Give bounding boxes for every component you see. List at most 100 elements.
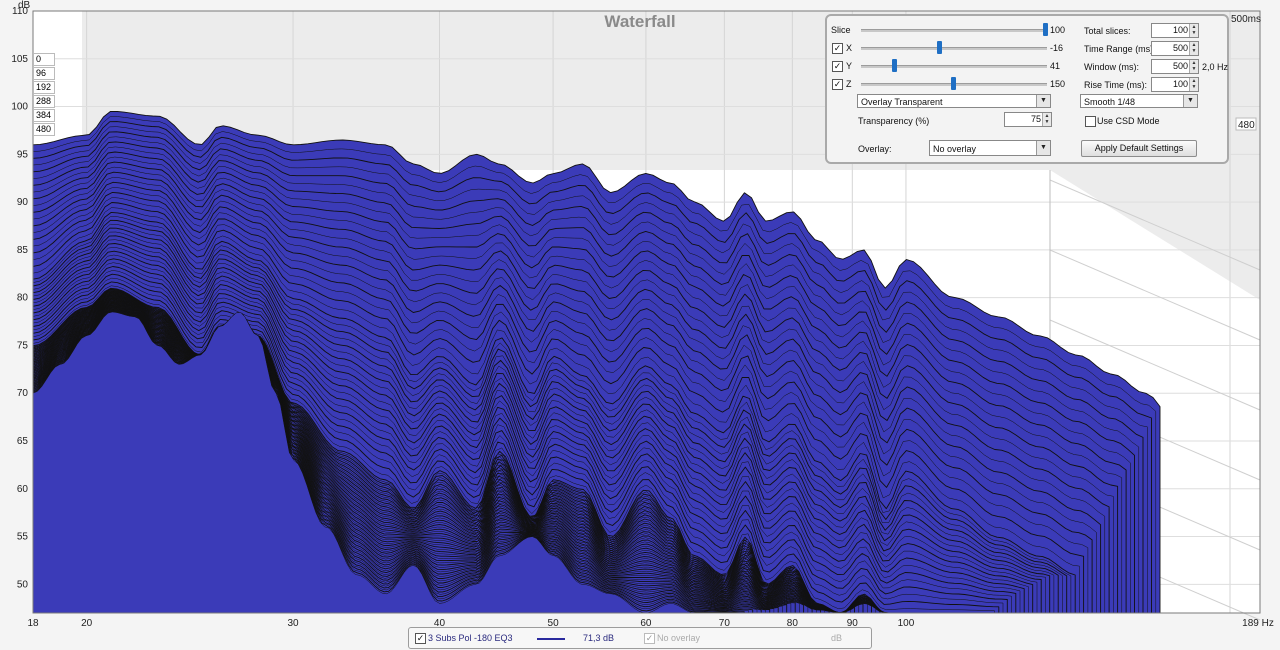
x-slider-thumb[interactable] <box>937 41 942 54</box>
z-checkbox[interactable]: ✓ <box>832 79 843 90</box>
x-tick-60: 60 <box>640 618 652 629</box>
x-tick-70: 70 <box>719 618 731 629</box>
window-frequency: 2,0 Hz <box>1202 62 1229 72</box>
y-tick-95: 95 <box>17 149 29 160</box>
overlay-label: Overlay: <box>858 144 892 154</box>
legend-overlay-name: No overlay <box>657 633 701 643</box>
transparency-value[interactable]: 75 <box>1030 114 1041 124</box>
y-tick-labels: 50 55 60 65 70 75 80 85 90 95 100 105 110 <box>11 6 28 590</box>
overlay-value[interactable]: No overlay <box>933 144 977 154</box>
slice-label-384: 384 <box>33 109 55 122</box>
transparency-spinner[interactable]: 75 ▲ ▼ <box>1004 112 1052 127</box>
overlay-mode-chevron-down-icon[interactable]: ▼ <box>1036 95 1050 107</box>
overlay-select[interactable]: No overlay ▼ <box>929 140 1051 156</box>
x-tick-100: 100 <box>898 618 915 629</box>
z-slider-thumb[interactable] <box>951 77 956 90</box>
waterfall-slice <box>33 311 741 613</box>
floor-line <box>1049 319 1261 411</box>
time-axis-label: 500ms <box>1231 14 1261 25</box>
overlay-chevron-down-icon[interactable]: ▼ <box>1036 141 1050 155</box>
y-checkbox[interactable]: ✓ <box>832 61 843 72</box>
window-spinner[interactable]: 500 ▲ ▼ <box>1151 59 1199 74</box>
x-tick-20: 20 <box>81 618 93 629</box>
y-tick-80: 80 <box>17 293 29 304</box>
smoothing-select[interactable]: Smooth 1/48 ▼ <box>1080 94 1198 108</box>
y-tick-75: 75 <box>17 340 29 351</box>
x-checkbox[interactable]: ✓ <box>832 43 843 54</box>
x-tick-189: 189 Hz <box>1242 618 1274 629</box>
y-tick-60: 60 <box>17 484 29 495</box>
x-tick-90: 90 <box>847 618 859 629</box>
total-slices-label: Total slices: <box>1084 26 1131 36</box>
slice-value: 100 <box>1050 25 1066 35</box>
y-label: Y <box>846 61 853 71</box>
window-label: Window (ms): <box>1084 62 1140 72</box>
x-tick-30: 30 <box>287 618 299 629</box>
rise-time-arrows[interactable]: ▲ ▼ <box>1189 78 1198 91</box>
window-value[interactable]: 500 <box>1172 61 1188 71</box>
waterfall-controls-panel: Slice 100 ✓ X -16 ✓ Y 41 ✓ Z 150 Total s… <box>825 14 1229 164</box>
y-slider-thumb[interactable] <box>892 59 897 72</box>
z-value: 150 <box>1050 79 1066 89</box>
time-range-spinner[interactable]: 500 ▲ ▼ <box>1151 41 1199 56</box>
legend-overlay-checkbox[interactable]: ✓ <box>644 633 655 644</box>
x-tick-labels: 18 20 30 40 50 60 70 80 90 100 189 Hz <box>27 618 1273 629</box>
y-tick-65: 65 <box>17 436 29 447</box>
slice-slider-thumb[interactable] <box>1043 23 1048 36</box>
slices-group <box>33 110 1161 613</box>
y-tick-110: 110 <box>12 6 28 17</box>
smoothing-value[interactable]: Smooth 1/48 <box>1084 97 1136 107</box>
y-slider-track[interactable] <box>861 65 1047 68</box>
legend-series-value: 71,3 dB <box>583 633 615 643</box>
x-label: X <box>846 43 853 53</box>
total-slices-spinner[interactable]: 100 ▲ ▼ <box>1151 23 1199 38</box>
overlay-mode-value[interactable]: Overlay Transparent <box>861 97 943 107</box>
time-range-value[interactable]: 500 <box>1172 43 1188 53</box>
smoothing-chevron-down-icon[interactable]: ▼ <box>1183 95 1197 107</box>
apply-default-settings-button[interactable]: Apply Default Settings <box>1081 140 1197 157</box>
legend-series-name: 3 Subs Pol -180 EQ3 <box>428 633 513 643</box>
x-value: -16 <box>1050 43 1064 53</box>
y-tick-105: 105 <box>11 54 28 65</box>
total-slices-value[interactable]: 100 <box>1172 25 1188 35</box>
time-range-label: Time Range (ms): <box>1084 44 1156 54</box>
legend-series-checkbox[interactable]: ✓ <box>415 633 426 644</box>
chart-title: Waterfall <box>604 12 675 31</box>
slice-slider-track[interactable] <box>861 29 1047 32</box>
x-tick-40: 40 <box>434 618 446 629</box>
y-tick-90: 90 <box>17 197 29 208</box>
slice-label-480: 480 <box>33 123 55 136</box>
slice-label-0: 0 <box>33 53 55 66</box>
floor-line <box>1049 179 1261 271</box>
y-tick-50: 50 <box>17 579 29 590</box>
y-axis-label: dB <box>18 0 31 11</box>
y-value: 41 <box>1050 61 1061 71</box>
x-tick-50: 50 <box>548 618 560 629</box>
x-slider-track[interactable] <box>861 47 1047 50</box>
legend-overlay-unit: dB <box>831 633 843 643</box>
transparency-arrows[interactable]: ▲ ▼ <box>1042 113 1051 126</box>
window-arrows[interactable]: ▲ ▼ <box>1189 60 1198 73</box>
plot-frame <box>32 10 1261 614</box>
slice-label-192: 192 <box>33 81 55 94</box>
x-tick-18: 18 <box>27 618 39 629</box>
slice-label: Slice <box>831 25 851 35</box>
y-tick-55: 55 <box>17 532 29 543</box>
slice-label-288: 288 <box>33 95 55 108</box>
csd-mode-label: Use CSD Mode <box>1097 116 1160 126</box>
rise-time-value[interactable]: 100 <box>1172 79 1188 89</box>
y-tick-85: 85 <box>17 245 29 256</box>
legend-series-swatch <box>537 638 565 640</box>
overlay-mode-select[interactable]: Overlay Transparent ▼ <box>857 94 1051 108</box>
csd-mode-checkbox[interactable] <box>1085 116 1096 127</box>
transparency-label: Transparency (%) <box>858 116 930 126</box>
time-range-arrows[interactable]: ▲ ▼ <box>1189 42 1198 55</box>
legend: ✓ 3 Subs Pol -180 EQ3 71,3 dB ✓ No overl… <box>408 627 872 649</box>
floor-line <box>1049 249 1261 341</box>
total-slices-arrows[interactable]: ▲ ▼ <box>1189 24 1198 37</box>
y-tick-70: 70 <box>17 388 29 399</box>
z-label: Z <box>846 79 852 89</box>
rise-time-spinner[interactable]: 100 ▲ ▼ <box>1151 77 1199 92</box>
x-tick-80: 80 <box>787 618 799 629</box>
